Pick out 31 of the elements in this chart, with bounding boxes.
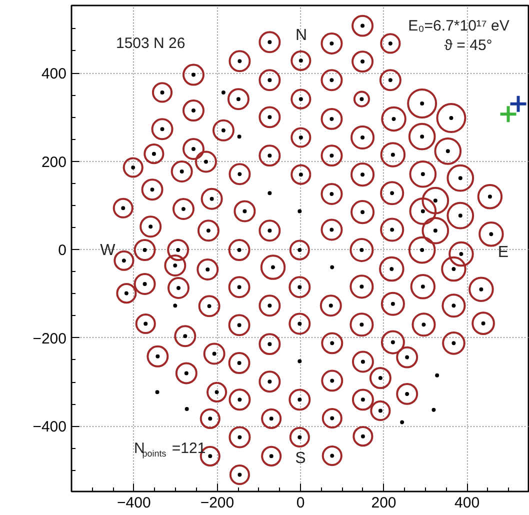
point: [268, 191, 272, 196]
x-tick-label: −400: [117, 494, 151, 512]
annotation: S: [295, 450, 306, 467]
point: [298, 209, 302, 214]
annotation: ϑ = 45°: [444, 37, 492, 54]
y-tick-label: −200: [32, 330, 67, 348]
point: [173, 304, 178, 308]
point: [330, 265, 334, 270]
annotation: E: [498, 244, 509, 262]
point: [221, 90, 226, 94]
x-tick-label: 400: [454, 494, 480, 512]
point: [400, 420, 404, 424]
point: [498, 104, 518, 124]
y-tick-label: 400: [41, 66, 67, 83]
point: [508, 94, 528, 114]
x-tick-label: 200: [371, 494, 396, 512]
annotation: 1503 N 26: [116, 34, 186, 52]
point: [432, 408, 436, 412]
point: [298, 359, 302, 364]
y-tick-label: 200: [41, 154, 67, 171]
point: [155, 390, 160, 394]
x-tick-label: −200: [200, 494, 234, 512]
point: [184, 406, 189, 411]
point: [237, 134, 242, 139]
annotation: N: [296, 27, 308, 44]
y-tick-label: 0: [58, 242, 66, 260]
point: [435, 373, 440, 378]
x-tick-label: 0: [296, 494, 305, 512]
annotation: W: [100, 242, 116, 259]
annotation: E₀=6.7*10¹⁷ eV: [408, 17, 510, 34]
y-tick-label: −400: [32, 418, 67, 436]
